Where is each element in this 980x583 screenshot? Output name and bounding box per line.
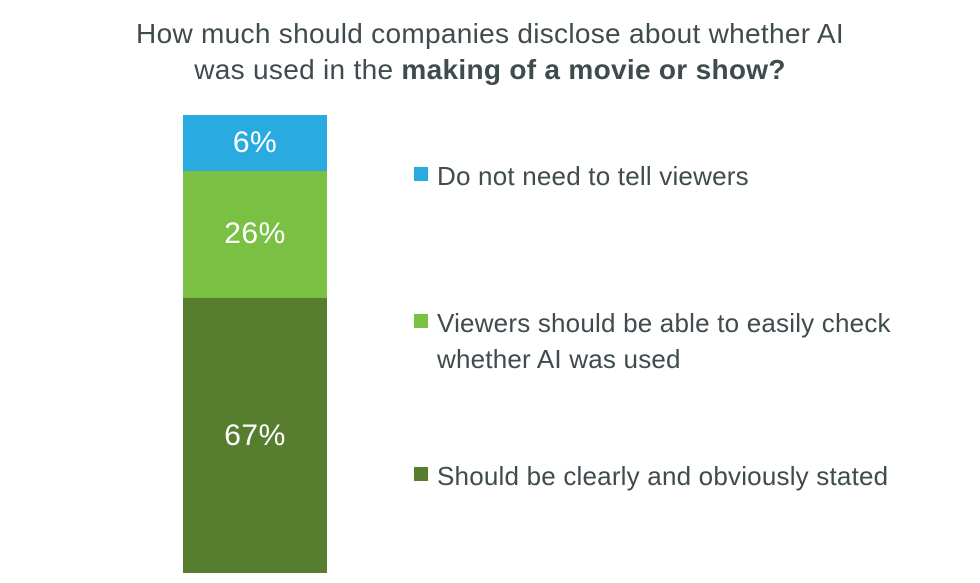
- segment-value-label-dark-green: 67%: [224, 418, 286, 452]
- chart-title-line1: How much should companies disclose about…: [136, 18, 844, 49]
- bar-segment-easily-check: 26%: [183, 170, 327, 299]
- legend-item-clearly-stated: Should be clearly and obviously stated: [414, 458, 888, 494]
- bar-segment-do-not-need-to-tell: 6%: [183, 115, 327, 171]
- legend-item-easily-check: Viewers should be able to easily check w…: [414, 305, 897, 378]
- segment-value-label-blue: 6%: [232, 125, 278, 159]
- chart-title: How much should companies disclose about…: [0, 16, 980, 89]
- legend-label-clearly-stated: Should be clearly and obviously stated: [437, 461, 889, 491]
- legend-swatch-light-green: [414, 314, 428, 328]
- stacked-bar: 6% 26% 67%: [183, 115, 327, 573]
- bar-segment-clearly-stated: 67%: [183, 298, 327, 573]
- legend-swatch-blue: [414, 167, 428, 181]
- chart-title-line2-bold: making of a movie or show?: [401, 54, 786, 86]
- legend-item-do-not-need-to-tell: Do not need to tell viewers: [414, 158, 749, 194]
- legend-label-easily-check: Viewers should be able to easily check w…: [437, 308, 891, 375]
- segment-value-label-light-green: 26%: [224, 217, 286, 251]
- legend-swatch-dark-green: [414, 467, 428, 481]
- legend-label-do-not-need-to-tell: Do not need to tell viewers: [437, 161, 749, 191]
- chart-title-line2-normal: was used in the: [194, 54, 402, 86]
